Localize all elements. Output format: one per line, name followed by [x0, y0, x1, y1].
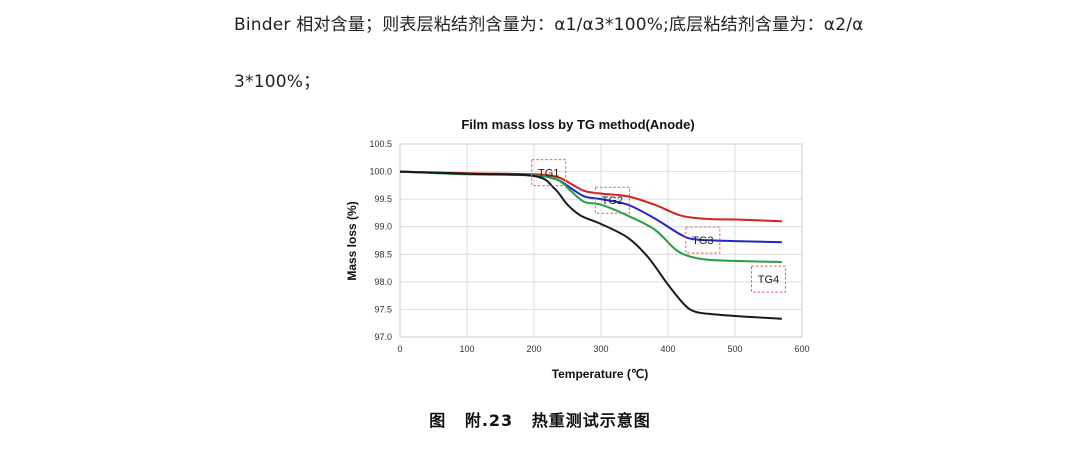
y-tick-label: 98.0: [374, 277, 392, 287]
annotation-box: [594, 186, 630, 214]
annotation-label: TG4: [758, 274, 779, 286]
y-tick-label: 97.0: [374, 332, 392, 342]
x-tick-label: 400: [660, 344, 675, 354]
body-text-line-1: Binder 相对含量；则表层粘结剂含量为：α1/α3*100%;底层粘结剂含量…: [234, 15, 864, 35]
y-tick-label: 99.0: [374, 222, 392, 232]
x-axis-label: Temperature (℃): [552, 367, 649, 381]
annotations: TG1 TG2 TG3 TG4: [531, 159, 786, 293]
chart-title: Film mass loss by TG method(Anode): [461, 117, 694, 132]
annotation-label: TG1: [538, 168, 559, 180]
x-tick-label: 300: [593, 344, 608, 354]
figure-caption: 图 附.23 热重测试示意图: [0, 407, 1080, 431]
series-line-1: [399, 170, 782, 223]
x-tick-labels: 0 100 200 300 400 500 600: [397, 344, 809, 354]
body-text-line-2: 3*100%；: [234, 72, 321, 92]
annotation-label: TG3: [692, 235, 713, 247]
caption-title: 热重测试示意图: [531, 411, 651, 430]
x-tick-label: 0: [397, 344, 402, 354]
y-axis-label: Mass loss (%): [345, 201, 359, 280]
y-tick-label: 98.5: [374, 249, 392, 259]
tg-chart: Film mass loss by TG method(Anode) 97.09…: [345, 117, 810, 381]
x-tick-label: 600: [794, 344, 809, 354]
x-tick-label: 200: [526, 344, 541, 354]
y-tick-label: 99.5: [374, 194, 392, 204]
y-tick-label: 100.0: [369, 167, 392, 177]
y-tick-label: 97.5: [374, 304, 392, 314]
caption-prefix: 图: [429, 411, 447, 430]
series-lines: [399, 170, 782, 320]
annotation-box: [531, 159, 567, 187]
annotation-box: [751, 265, 786, 293]
y-tick-label: 100.5: [369, 139, 392, 149]
series-line-4: [399, 170, 782, 320]
x-tick-label: 500: [727, 344, 742, 354]
x-tick-label: 100: [459, 344, 474, 354]
annotation-label: TG2: [602, 195, 623, 207]
gridlines: [399, 143, 803, 338]
y-tick-labels: 97.0 97.5 98.0 98.5 99.0 99.5 100.0 100.5: [369, 139, 392, 342]
caption-number: 附.23: [464, 411, 514, 430]
annotation-box: [685, 226, 721, 254]
